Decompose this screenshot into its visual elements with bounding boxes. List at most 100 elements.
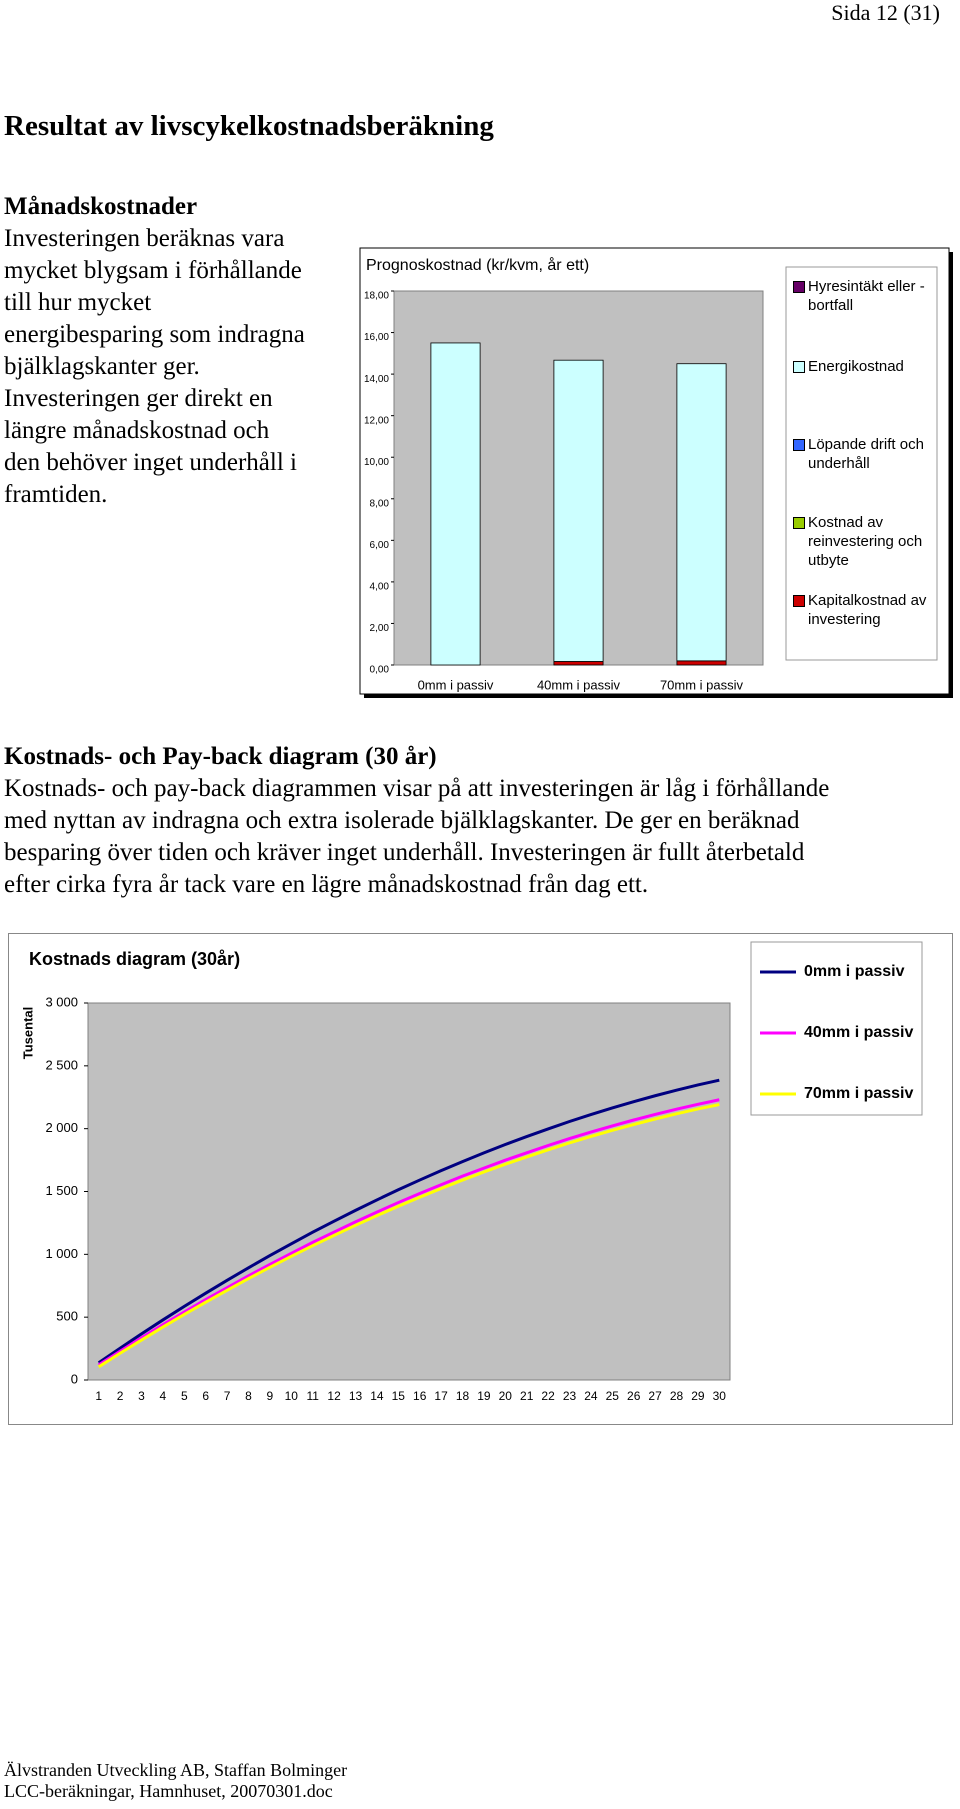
x-tick-label: 9 (267, 1389, 274, 1403)
text-line: besparing över tiden och kräver inget un… (4, 839, 805, 866)
bar-segment (430, 342, 481, 666)
x-tick-label: 27 (648, 1389, 662, 1403)
bar-chart: Prognoskostnad (kr/kvm, år ett) 0,00 2,00… (359, 247, 955, 700)
legend-label: Energikostnad (808, 358, 904, 375)
y-tick-label: 1 000 (45, 1246, 78, 1261)
bar-segment (676, 363, 727, 662)
y-tick-label: 4,00 (370, 582, 390, 593)
bar-segment (553, 359, 604, 662)
x-tick-label: 28 (670, 1389, 684, 1403)
x-tick-label: 10 (285, 1389, 299, 1403)
y-tick-label: 2,00 (370, 623, 390, 634)
page-title: Resultat av livscykelkostnadsberäkning (4, 110, 494, 142)
y-tick-label: 16,00 (364, 332, 389, 343)
y-tick-label: 0,00 (370, 665, 390, 676)
x-tick-label: 25 (606, 1389, 620, 1403)
x-tick-label: 15 (392, 1389, 406, 1403)
chart-svg: Kostnads diagram (30år) Tusental 0 500 1 0… (8, 933, 953, 1425)
chart-title: Prognoskostnad (kr/kvm, år ett) (366, 256, 589, 274)
x-tick-label: 20 (499, 1389, 513, 1403)
x-tick-label: 0mm i passiv (418, 677, 494, 692)
text-line: framtiden. (4, 481, 108, 508)
legend-label: Kostnad av reinvestering och utbyte (808, 514, 923, 569)
legend-box (785, 266, 938, 661)
y-tick-label: 12,00 (364, 415, 389, 426)
text-line: den behöver inget underhåll i (4, 449, 297, 476)
line (97, 1098, 720, 1367)
chart-title: Kostnads diagram (30år) (29, 949, 240, 969)
text-line: längre månadskostnad och (4, 417, 270, 444)
y-tick-label: 14,00 (364, 374, 389, 385)
y-tick-label: 2 500 (45, 1057, 78, 1072)
x-tick-label: 4 (160, 1389, 167, 1403)
text-line: bjälklagskanter ger. (4, 353, 200, 380)
x-tick-label: 7 (224, 1389, 231, 1403)
x-tick-label: 6 (202, 1389, 209, 1403)
y-tick-label: 2 000 (45, 1120, 78, 1135)
y-tick-label: 0 (71, 1371, 78, 1386)
x-tick-label: 14 (370, 1389, 384, 1403)
footer: Älvstranden Utveckling AB, Staffan Bolmi… (4, 1760, 348, 1801)
x-tick-label: 11 (306, 1389, 319, 1403)
x-tick-label: 23 (563, 1389, 577, 1403)
x-tick-label: 16 (413, 1389, 427, 1403)
legend-label: Kapitalkostnad av investering (808, 592, 927, 628)
text-line: Investeringen beräknas vara (4, 225, 285, 252)
line-chart: Kostnads diagram (30år) Tusental 0 500 1 0… (8, 933, 954, 1426)
legend-label: 40mm i passiv (804, 1024, 914, 1041)
x-tick-label: 12 (327, 1389, 341, 1403)
legend-label: Hyresintäkt eller -bortfall (808, 278, 925, 314)
y-axis-label: Tusental (20, 1007, 35, 1060)
x-tick-label: 30 (713, 1389, 727, 1403)
legend-label: 70mm i passiv (804, 1085, 914, 1102)
x-tick-label: 40mm i passiv (537, 677, 621, 692)
plot-area (87, 1002, 731, 1381)
y-tick-label: 10,00 (364, 457, 389, 468)
page-number: Sida 12 (31) (831, 0, 940, 25)
section-heading: Kostnads- och Pay-back diagram (30 år) (4, 743, 437, 770)
x-tick-label: 8 (245, 1389, 252, 1403)
x-tick-label: 17 (434, 1389, 448, 1403)
bar-segment (553, 661, 604, 666)
x-tick-label: 1 (95, 1389, 102, 1403)
y-tick-label: 6,00 (370, 540, 390, 551)
y-tick-label: 3 000 (45, 994, 78, 1009)
x-tick-label: 29 (691, 1389, 705, 1403)
x-tick-label: 2 (117, 1389, 124, 1403)
legend-label: Löpande drift och underhåll (808, 436, 924, 472)
x-tick-label: 26 (627, 1389, 641, 1403)
y-tick-label: 18,00 (364, 291, 389, 302)
chart-svg: Prognoskostnad (kr/kvm, år ett) 0,00 2,00… (359, 247, 953, 698)
text-line: mycket blygsam i förhållande (4, 257, 302, 284)
x-tick-label: 18 (456, 1389, 470, 1403)
y-tick-label: 1 500 (45, 1183, 78, 1198)
text-line: till hur mycket (4, 289, 152, 316)
y-tick-label: 500 (56, 1309, 78, 1324)
legend-swatch (793, 361, 805, 373)
bar-segment (676, 660, 727, 666)
x-tick-label: 21 (520, 1389, 534, 1403)
paragraph: Kostnads- och pay-back diagrammen visar … (4, 773, 829, 901)
x-tick-label: 5 (181, 1389, 188, 1403)
y-tick-label: 8,00 (370, 498, 390, 509)
paragraph: Investeringen beräknas vara mycket blygsa… (4, 223, 305, 511)
x-tick-label: 70mm i passiv (660, 677, 744, 692)
text-line: efter cirka fyra år tack vare en lägre m… (4, 871, 649, 898)
text-line: Kostnads- och pay-back diagrammen visar … (4, 775, 830, 802)
legend-label: 0mm i passiv (804, 963, 905, 980)
line (97, 1103, 720, 1369)
x-tick-label: 24 (584, 1389, 598, 1403)
x-tick-label: 22 (541, 1389, 555, 1403)
legend-swatch (793, 595, 805, 607)
text-line: energibesparing som indragna (4, 321, 305, 348)
legend-swatch (793, 281, 805, 293)
section-heading: Månadskostnader (4, 193, 198, 220)
legend-swatch (793, 517, 805, 529)
legend-swatch (793, 439, 805, 451)
x-tick-label: 19 (477, 1389, 491, 1403)
x-tick-label: 3 (138, 1389, 145, 1403)
text-line: med nyttan av indragna och extra isolera… (4, 807, 800, 834)
text-line: Investeringen ger direkt en (4, 385, 273, 412)
x-tick-label: 13 (349, 1389, 363, 1403)
